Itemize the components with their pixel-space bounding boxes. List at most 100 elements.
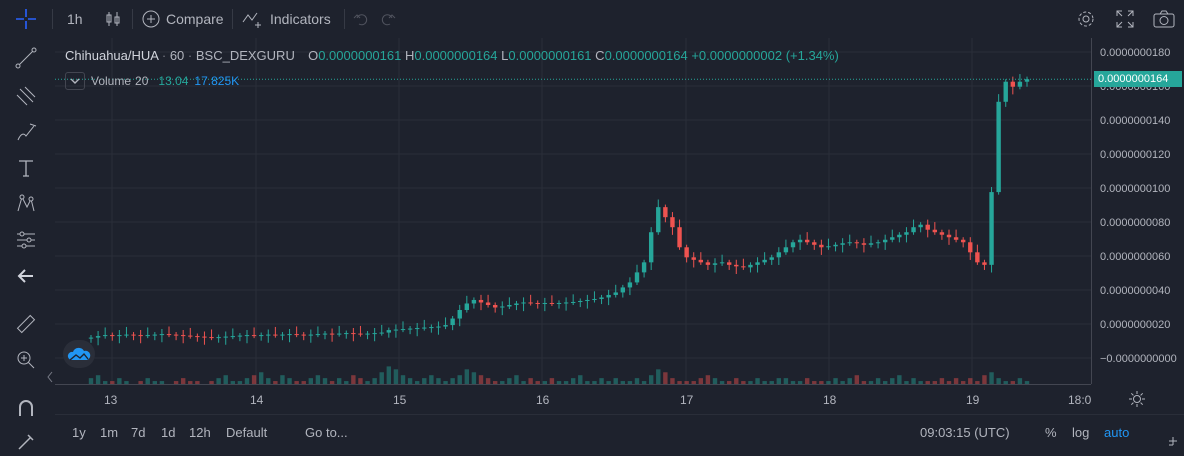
volume-bar (209, 381, 214, 384)
range-button[interactable]: 1m (100, 425, 119, 440)
crosshair-icon[interactable] (14, 7, 38, 31)
candle-body (478, 299, 484, 303)
candle-body (195, 336, 200, 338)
candle-body (124, 334, 129, 336)
volume-bar (258, 372, 264, 384)
log-toggle[interactable]: log (1072, 425, 1090, 440)
time-scale[interactable]: 13 14 15 16 17 18 19 18:0 (55, 384, 1091, 415)
candle-body (351, 333, 356, 335)
candle-body (776, 252, 782, 258)
volume-bar (911, 378, 916, 384)
volume-bar (365, 381, 370, 384)
compare-button[interactable]: Compare (142, 9, 224, 29)
candle-body (634, 272, 640, 283)
candle-body (138, 335, 143, 337)
redo-button[interactable] (380, 9, 396, 29)
volume-bar (528, 378, 533, 384)
volume-bar (535, 381, 540, 384)
lock-drawing-icon[interactable] (12, 428, 40, 456)
volume-bar (223, 375, 228, 384)
resize-handle-icon[interactable] (1167, 435, 1179, 447)
goto-button[interactable]: Go to... (305, 425, 348, 440)
volume-bar (804, 378, 810, 384)
exchange-name: BSC_DEXGURU (195, 48, 295, 63)
ruler-icon[interactable] (12, 310, 40, 338)
text-icon[interactable] (12, 154, 40, 182)
legend-interval: 60 (169, 48, 185, 63)
candle-body (563, 302, 569, 304)
settings-button[interactable] (1076, 9, 1096, 29)
volume-bar (819, 381, 824, 384)
candle-body (1003, 81, 1008, 102)
candle-body (237, 335, 243, 337)
indicators-button[interactable]: Indicators (242, 9, 331, 29)
volume-bar (975, 381, 980, 384)
compare-label: Compare (166, 11, 224, 27)
volume-bar (521, 381, 526, 384)
auto-toggle[interactable]: auto (1104, 425, 1130, 440)
volume-bar (414, 381, 420, 384)
pitchfork-icon[interactable] (12, 82, 40, 110)
redo-icon (381, 14, 396, 26)
brush-icon[interactable] (12, 118, 40, 146)
candle-body (698, 259, 704, 263)
volume-bar (755, 378, 760, 384)
price-chart[interactable] (55, 38, 1091, 384)
trend-line-icon[interactable] (12, 44, 40, 72)
scale-settings-button[interactable] (1128, 390, 1146, 408)
volume-bar (500, 381, 505, 384)
magnet-icon[interactable] (12, 395, 40, 423)
candle-body (975, 252, 980, 263)
close-value: 0.0000000164 (604, 48, 688, 63)
candle-body (684, 247, 689, 258)
candle-body (202, 336, 207, 338)
candle-body (599, 297, 604, 299)
fullscreen-button[interactable] (1116, 9, 1134, 29)
candle-body (457, 310, 462, 319)
undo-button[interactable] (353, 9, 369, 29)
chart-type-button[interactable] (104, 9, 122, 29)
candle-body (549, 302, 555, 304)
volume-bar (329, 381, 335, 384)
candle-body (868, 243, 874, 245)
candle-body (953, 237, 959, 240)
volume-bar (556, 381, 562, 384)
range-button[interactable]: 1y (72, 425, 86, 440)
volume-label[interactable]: Volume (91, 74, 132, 88)
back-arrow-icon[interactable] (12, 262, 40, 290)
chart-pane[interactable] (55, 38, 1091, 384)
time-label: 18:0 (1068, 393, 1092, 407)
timezone-default-button[interactable]: Default (226, 425, 268, 440)
price-scale[interactable]: 0.0000000180 0.0000000160 0.0000000140 0… (1091, 38, 1184, 384)
candle-body (166, 334, 172, 336)
snapshot-button[interactable] (1153, 9, 1175, 29)
candle-body (315, 334, 321, 336)
volume-bar (138, 381, 143, 384)
volume-bar (478, 375, 484, 384)
candle-body (556, 302, 562, 304)
collapse-legend-button[interactable] (65, 72, 85, 90)
open-key: O (308, 48, 319, 63)
candle-body (117, 335, 122, 337)
candle-body (812, 242, 817, 245)
interval-button[interactable]: 1h (67, 9, 83, 29)
candle-body (110, 335, 115, 337)
pattern-icon[interactable] (12, 190, 40, 218)
candle-body (308, 334, 314, 336)
range-button[interactable]: 1d (161, 425, 176, 440)
volume-bar (627, 381, 633, 384)
percent-toggle[interactable]: % (1045, 425, 1057, 440)
range-button[interactable]: 7d (131, 425, 146, 440)
symbol-name[interactable]: Chihuahua/HUA (65, 48, 159, 63)
volume-bar (180, 378, 186, 384)
volume-bar (1010, 381, 1016, 384)
price-label: 0.0000000140 (1100, 115, 1171, 127)
volume-bar (620, 381, 626, 384)
collapse-toolbar-arrow[interactable] (46, 370, 54, 384)
logo-badge[interactable] (63, 340, 95, 368)
zoom-in-icon[interactable] (12, 346, 40, 374)
candle-body (358, 333, 363, 335)
range-button[interactable]: 12h (189, 425, 211, 440)
clock-label[interactable]: 09:03:15 (UTC) (920, 425, 1010, 440)
prediction-icon[interactable] (12, 226, 40, 254)
